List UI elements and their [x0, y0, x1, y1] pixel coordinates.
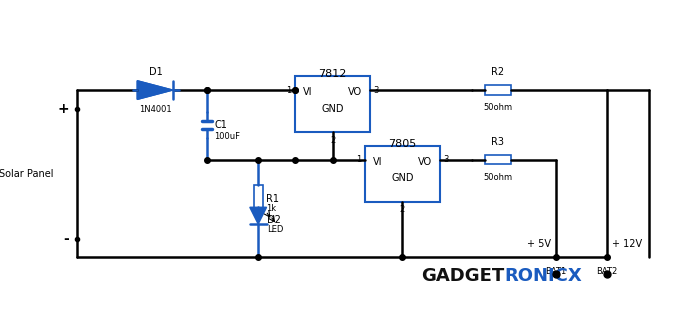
- Text: +: +: [57, 102, 69, 116]
- Text: 3: 3: [443, 155, 449, 164]
- Text: R1: R1: [265, 194, 279, 204]
- Text: 7812: 7812: [318, 69, 346, 79]
- Text: + 5V: + 5V: [527, 238, 551, 249]
- Text: 100uF: 100uF: [214, 132, 241, 140]
- Text: VI: VI: [303, 87, 312, 97]
- Text: D2: D2: [267, 215, 281, 225]
- Bar: [253, 186, 262, 213]
- Text: 2: 2: [400, 205, 405, 215]
- Text: 1k: 1k: [265, 204, 276, 213]
- Text: 50ohm: 50ohm: [483, 173, 512, 182]
- Text: LED: LED: [267, 225, 284, 234]
- Text: R2: R2: [491, 67, 504, 77]
- Text: RONICX: RONICX: [505, 267, 582, 285]
- Bar: [365, 146, 440, 202]
- Text: D1: D1: [149, 67, 162, 77]
- Text: VI: VI: [372, 157, 382, 167]
- Text: GND: GND: [391, 174, 414, 183]
- Text: 3: 3: [374, 86, 379, 94]
- Text: 1N4001: 1N4001: [139, 105, 172, 114]
- Text: R3: R3: [491, 137, 504, 147]
- Text: C1: C1: [214, 120, 228, 130]
- Text: BAT2: BAT2: [596, 267, 617, 276]
- Text: Solar Panel: Solar Panel: [0, 169, 54, 179]
- Text: GADGET: GADGET: [421, 267, 505, 285]
- Text: GND: GND: [321, 104, 344, 114]
- Text: -: -: [64, 232, 69, 246]
- Text: 50ohm: 50ohm: [483, 103, 512, 112]
- Text: 7805: 7805: [389, 139, 416, 149]
- Text: + 12V: + 12V: [612, 238, 642, 249]
- Polygon shape: [137, 81, 173, 99]
- Text: BAT1: BAT1: [545, 267, 566, 276]
- Bar: [484, 85, 511, 95]
- Text: 1: 1: [356, 155, 361, 164]
- Text: 1: 1: [286, 86, 292, 94]
- Bar: [295, 76, 370, 132]
- Polygon shape: [137, 81, 173, 99]
- Text: 2: 2: [330, 136, 335, 145]
- Bar: [484, 155, 511, 164]
- Text: VO: VO: [348, 87, 363, 97]
- Polygon shape: [250, 207, 267, 224]
- Text: VO: VO: [418, 157, 432, 167]
